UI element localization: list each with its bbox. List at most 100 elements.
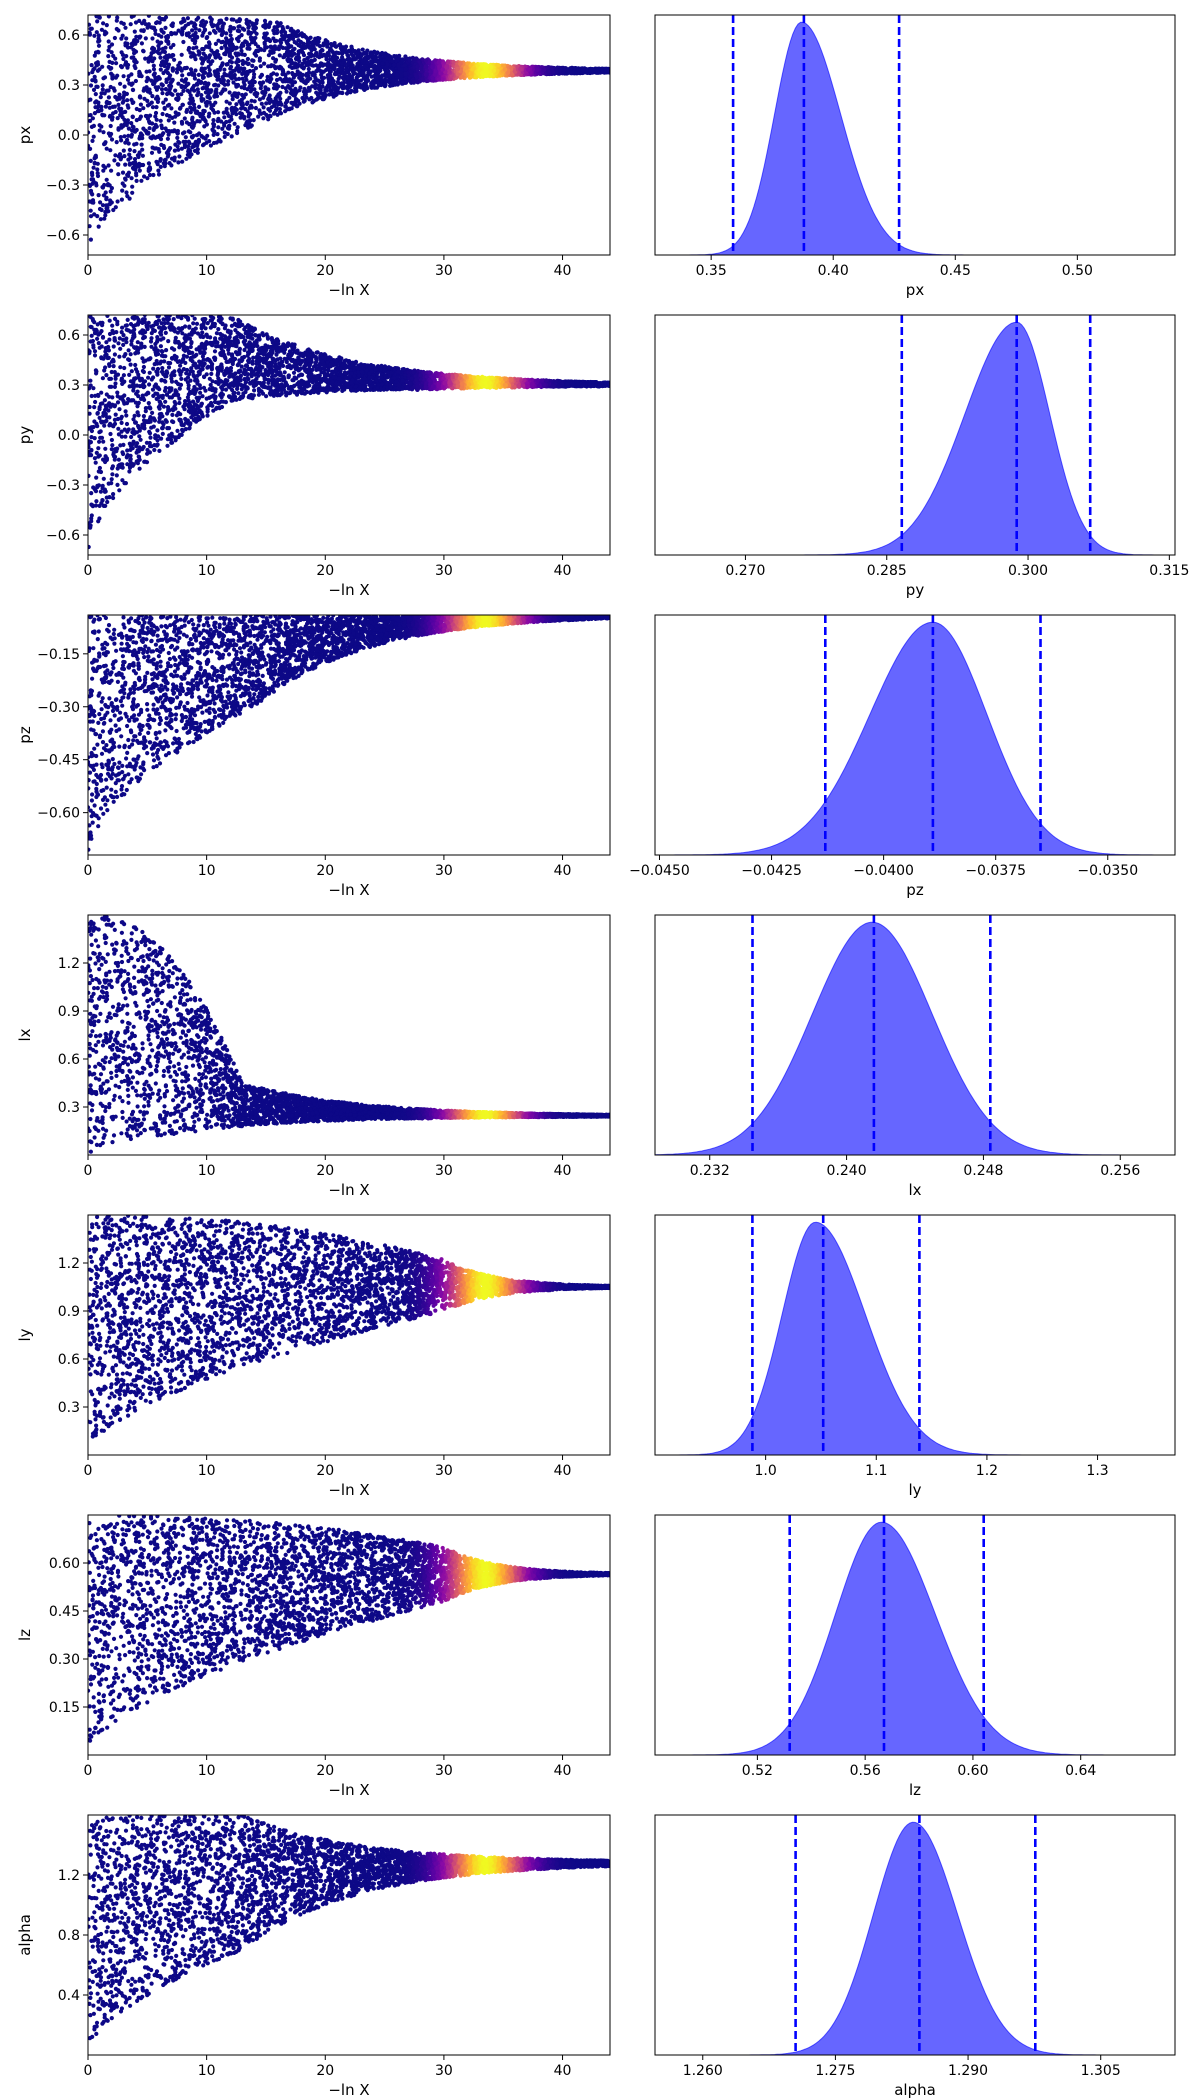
trace-point bbox=[106, 15, 111, 19]
trace-point bbox=[216, 110, 221, 115]
trace-point bbox=[263, 45, 268, 50]
trace-point bbox=[348, 84, 353, 89]
trace-point bbox=[120, 181, 125, 186]
trace-point bbox=[102, 216, 107, 221]
trace-point bbox=[92, 74, 97, 79]
trace-point bbox=[138, 34, 143, 39]
trace-point bbox=[161, 60, 166, 65]
trace-point bbox=[243, 74, 248, 79]
trace-point bbox=[193, 68, 198, 73]
trace-point bbox=[305, 55, 310, 61]
trace-point bbox=[92, 156, 97, 161]
trace-point bbox=[151, 172, 156, 178]
trace-point bbox=[98, 217, 103, 222]
trace-point bbox=[252, 29, 257, 34]
trace-point bbox=[108, 66, 113, 71]
trace-point bbox=[161, 143, 166, 149]
trace-point bbox=[458, 61, 463, 67]
trace-point bbox=[158, 55, 163, 60]
x-tick-label: 10 bbox=[198, 263, 216, 279]
trace-point bbox=[244, 101, 249, 107]
trace-point bbox=[109, 200, 114, 205]
trace-point bbox=[203, 85, 208, 91]
trace-point bbox=[216, 125, 221, 130]
trace-point bbox=[140, 153, 145, 158]
trace-point bbox=[108, 148, 113, 153]
trace-point bbox=[258, 64, 263, 69]
trace-point bbox=[200, 143, 206, 148]
trace-point bbox=[211, 121, 216, 126]
trace-point bbox=[239, 48, 244, 54]
trace-point bbox=[372, 85, 377, 90]
trace-point bbox=[134, 173, 139, 178]
trace-point bbox=[258, 86, 263, 91]
trace-point bbox=[224, 99, 229, 104]
trace-point bbox=[206, 64, 211, 70]
trace-point bbox=[178, 105, 183, 110]
trace-point bbox=[126, 348, 131, 353]
x-axis-label: px bbox=[906, 281, 925, 299]
trace-point bbox=[385, 62, 390, 67]
trace-point bbox=[98, 200, 103, 205]
trace-point bbox=[261, 105, 266, 110]
trace-point bbox=[159, 123, 164, 128]
trace-point bbox=[366, 70, 371, 75]
trace-point bbox=[281, 28, 286, 33]
trace-point bbox=[219, 119, 224, 124]
y-tick-label: −0.6 bbox=[46, 228, 80, 244]
trace-point bbox=[247, 42, 252, 47]
trace-point bbox=[155, 39, 160, 44]
trace-point bbox=[143, 22, 148, 27]
trace-point bbox=[290, 71, 295, 76]
trace-point bbox=[319, 71, 324, 76]
trace-point bbox=[150, 46, 155, 51]
trace-point bbox=[115, 199, 120, 204]
trace-point bbox=[226, 113, 231, 119]
trace-point bbox=[204, 20, 209, 25]
trace-point bbox=[88, 130, 91, 135]
trace-point bbox=[227, 59, 233, 64]
trace-point bbox=[175, 67, 180, 72]
trace-point bbox=[157, 149, 162, 154]
trace-point bbox=[213, 30, 218, 35]
trace-point bbox=[237, 17, 242, 22]
trace-point bbox=[237, 76, 242, 81]
trace-point bbox=[285, 98, 290, 103]
trace-point bbox=[306, 70, 312, 75]
trace-point bbox=[88, 224, 92, 229]
trace-point bbox=[185, 88, 190, 93]
trace-point bbox=[205, 101, 210, 106]
trace-point bbox=[169, 30, 174, 36]
trace-point bbox=[363, 81, 368, 86]
trace-point bbox=[273, 96, 278, 101]
trace-point bbox=[197, 50, 202, 55]
trace-point bbox=[225, 82, 231, 87]
trace-point bbox=[417, 60, 422, 65]
trace-point bbox=[311, 99, 316, 104]
trace-point bbox=[172, 120, 177, 125]
trace-point bbox=[99, 124, 104, 129]
trace-point bbox=[303, 88, 308, 93]
trace-point bbox=[164, 36, 169, 42]
trace-point bbox=[119, 110, 125, 116]
trace-point bbox=[195, 87, 200, 92]
trace-point bbox=[251, 68, 256, 73]
trace-point bbox=[235, 125, 240, 130]
trace-point bbox=[108, 123, 113, 129]
y-tick-label: 0.3 bbox=[58, 78, 80, 94]
trace-point bbox=[292, 46, 297, 51]
trace-point bbox=[339, 84, 344, 89]
trace-point bbox=[113, 153, 118, 158]
trace-point bbox=[206, 59, 211, 64]
trace-point bbox=[133, 20, 139, 25]
trace-point bbox=[261, 80, 266, 85]
trace-point bbox=[179, 52, 184, 57]
trace-point bbox=[325, 63, 330, 68]
trace-point bbox=[315, 54, 320, 59]
trace-point bbox=[221, 87, 226, 92]
trace-point bbox=[131, 40, 136, 45]
x-tick-label: 40 bbox=[554, 263, 572, 279]
trace-point bbox=[331, 79, 336, 84]
trace-point bbox=[224, 31, 229, 36]
trace-point bbox=[298, 85, 303, 90]
